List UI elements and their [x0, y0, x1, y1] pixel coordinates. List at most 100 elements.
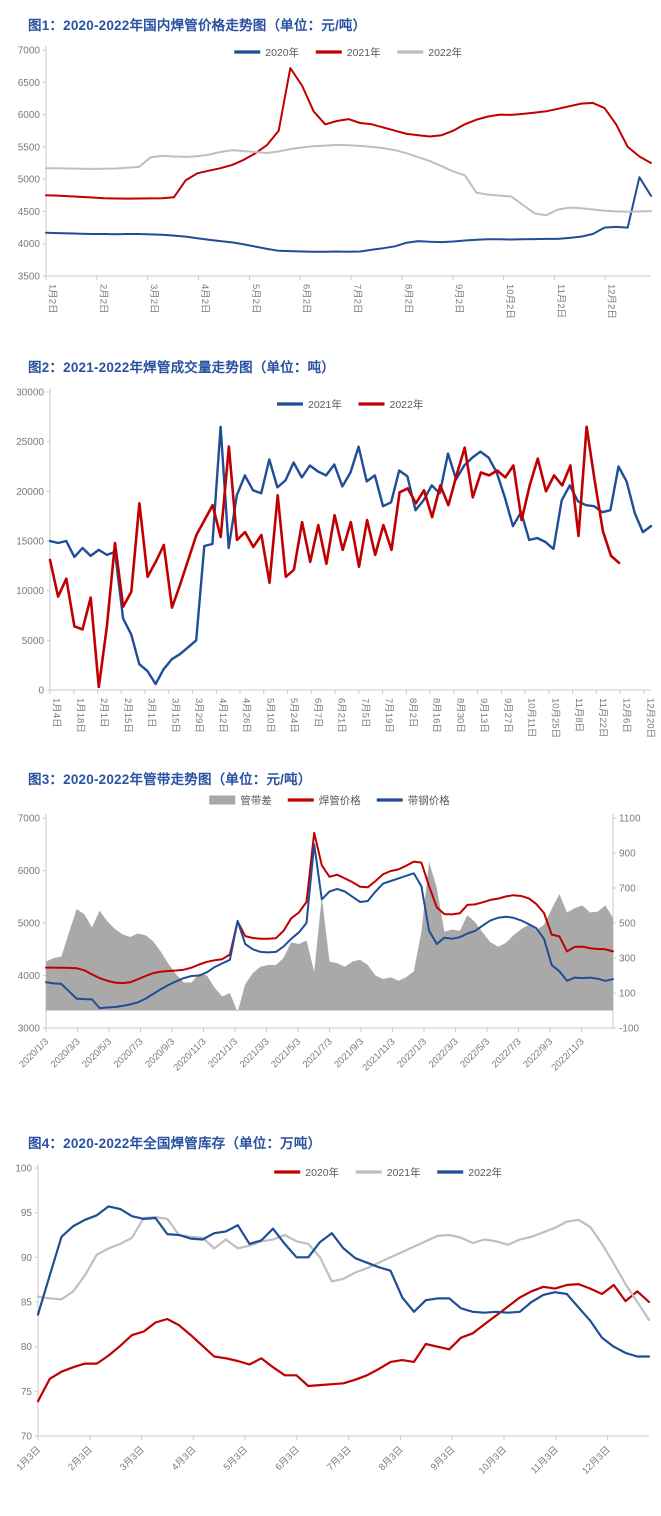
x-tick-label: 12月3日: [580, 1444, 612, 1476]
legend-label-带钢价格: 带钢价格: [408, 794, 450, 807]
legend: 2021年 2022年: [277, 398, 423, 411]
y-tick-label: 3500: [18, 272, 41, 283]
x-tick-label: 2021/5/3: [269, 1036, 303, 1070]
x-tick-label: 3月3日: [118, 1444, 147, 1473]
y-tick-label: 20000: [16, 487, 44, 498]
x-tick-label: 5月24日: [288, 698, 299, 733]
y-axis-labels: 3500 4000 4500 5000 5500 6000 6500 7000: [18, 46, 46, 283]
y-tick-label-right: -100: [619, 1024, 639, 1035]
legend-label-2020年: 2020年: [305, 1166, 339, 1179]
legend-label-2022年: 2022年: [428, 46, 462, 59]
x-tick-label: 4月26日: [241, 698, 252, 733]
y-tick-label: 75: [21, 1387, 33, 1398]
figure-3-title: 图3：2020-2022年管带走势图（单位：元/吨）: [28, 772, 312, 787]
figure-4-title: 图4：2020-2022年全国焊管库存（单位：万吨）: [28, 1136, 322, 1151]
x-tick-label: 2月15日: [122, 698, 133, 733]
legend-label-2022年: 2022年: [468, 1166, 502, 1179]
y-tick-label: 5000: [18, 919, 41, 930]
x-tick-label: 6月2日: [301, 284, 312, 314]
x-tick-label: 11月2日: [555, 284, 566, 318]
x-tick-label: 7月3日: [325, 1444, 354, 1473]
y-tick-label-right: 900: [619, 849, 636, 860]
series-line-2021年: [48, 425, 653, 686]
x-tick-label: 2022/7/3: [490, 1036, 524, 1070]
legend-label-焊管价格: 焊管价格: [319, 794, 361, 807]
y-tick-label: 4000: [18, 971, 41, 982]
x-tick-label: 8月30日: [454, 698, 465, 733]
x-tick-label: 1月2日: [47, 284, 58, 314]
x-tick-label: 2020/1/3: [17, 1036, 51, 1070]
legend-label-2021年: 2021年: [308, 398, 342, 411]
series-group: [48, 425, 653, 689]
y-tick-label: 7000: [18, 814, 41, 825]
series-area-管带差: [46, 861, 613, 1013]
x-tick-label: 11月22日: [597, 698, 608, 737]
figure-2-chart-canvas: 0 5000 10000 15000 20000 25000 30000 1月4日 1月18日 2…: [16, 388, 655, 739]
x-tick-label: 1月3日: [14, 1444, 43, 1473]
legend-label-2021年: 2021年: [387, 1166, 421, 1179]
figure-1: 图1：2020-2022年国内焊管价格走势图（单位：元/吨） 3500 4000 4…: [0, 14, 661, 346]
x-tick-label: 8月3日: [377, 1444, 406, 1473]
y-tick-label: 4000: [18, 239, 41, 250]
axes: [45, 46, 651, 277]
y-tick-label: 95: [21, 1208, 33, 1219]
y-tick-label-right: 300: [619, 954, 636, 965]
y-tick-label-right: 100: [619, 989, 636, 1000]
x-tick-label: 9月27日: [502, 698, 513, 733]
x-tick-label: 2月3日: [66, 1444, 95, 1473]
figure-1-chart-canvas: 3500 4000 4500 5000 5500 6000 6500 7000 1月2日 2月2日…: [18, 46, 652, 319]
y-tick-label-right: 700: [619, 884, 636, 895]
x-tick-label: 4月2日: [199, 284, 210, 314]
x-tick-label: 2020/3/3: [49, 1036, 83, 1070]
x-tick-label: 12月6日: [621, 698, 632, 733]
x-tick-label: 8月2日: [407, 698, 418, 728]
series-line-2022年: [48, 425, 621, 689]
y-tick-label: 6500: [18, 78, 41, 89]
x-tick-label: 10月11日: [526, 698, 537, 737]
x-tick-label: 4月12日: [217, 698, 228, 733]
x-tick-label: 10月3日: [477, 1444, 509, 1476]
y-tick-label: 85: [21, 1298, 33, 1309]
x-tick-label: 7月19日: [383, 698, 394, 733]
series-line-2021年: [36, 1216, 651, 1321]
series-line-2021年: [45, 67, 652, 200]
x-axis-labels: 2020/1/32020/3/32020/5/32020/7/32020/9/3…: [17, 1028, 587, 1074]
figure-3: 图3：2020-2022年管带走势图（单位：元/吨） 3000 4000 5000 6…: [0, 768, 661, 1122]
legend: 2020年 2021年 2022年: [234, 46, 462, 59]
y-tick-label: 0: [38, 686, 44, 697]
x-tick-label: 3月1日: [146, 698, 157, 728]
x-tick-label: 1月18日: [74, 698, 85, 733]
x-tick-label: 2021/7/3: [301, 1036, 335, 1070]
x-tick-label: 2021/1/3: [206, 1036, 240, 1070]
y-tick-label: 6000: [18, 866, 41, 877]
legend-label-管带差: 管带差: [240, 794, 272, 807]
x-tick-label: 6月7日: [312, 698, 323, 728]
x-tick-label: 8月2日: [402, 284, 413, 314]
x-tick-label: 6月21日: [336, 698, 347, 733]
y-tick-label: 5500: [18, 142, 41, 153]
legend-swatch-管带差: [209, 795, 236, 805]
series-line-2022年: [36, 1205, 651, 1358]
y-tick-label-right: 1100: [619, 814, 641, 825]
y-tick-label: 3000: [18, 1024, 41, 1035]
figure-2-title: 图2：2021-2022年焊管成交量走势图（单位：吨）: [28, 360, 335, 375]
figure-1-title: 图1：2020-2022年国内焊管价格走势图（单位：元/吨）: [28, 18, 367, 33]
x-tick-label: 5月10日: [264, 698, 275, 733]
x-tick-label: 5月2日: [250, 284, 261, 314]
y-tick-label-right: 500: [619, 919, 636, 930]
x-tick-label: 3月2日: [148, 284, 159, 314]
x-tick-label: 8月16日: [431, 698, 442, 733]
y-tick-label: 10000: [16, 586, 44, 597]
y-tick-label: 6000: [18, 110, 41, 121]
series-group: [45, 67, 652, 253]
x-tick-label: 12月2日: [606, 284, 617, 319]
x-tick-label: 2022/11/3: [549, 1036, 586, 1073]
y-tick-label: 5000: [22, 636, 45, 647]
figure-2: 图2：2021-2022年焊管成交量走势图（单位：吨） 0 5000 10000 15…: [0, 356, 661, 758]
y-tick-label: 90: [21, 1253, 33, 1264]
y-tick-label: 25000: [16, 437, 44, 448]
series-line-带钢价格: [45, 843, 614, 1010]
series-group: [45, 831, 614, 1013]
x-tick-label: 7月5日: [359, 698, 370, 728]
x-tick-label: 10月2日: [504, 284, 515, 319]
